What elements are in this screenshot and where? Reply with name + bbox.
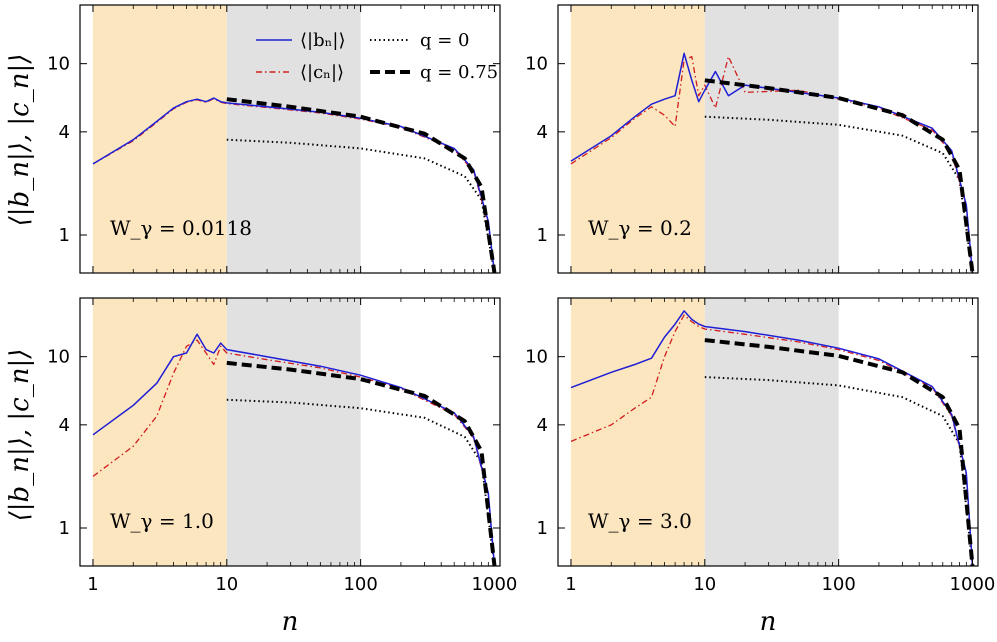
y-tick-label: 10 <box>47 347 70 368</box>
series-group <box>92 333 497 566</box>
panel-frame <box>79 4 501 274</box>
x-tick-label: 10 <box>693 574 716 595</box>
y-tick-label: 1 <box>59 225 70 246</box>
panel-top-left: 1 4 10 W_γ = 0.0118 <box>47 4 501 274</box>
panel-annotation: W_γ = 1.0 <box>110 509 214 533</box>
xlabel-left: n <box>282 607 299 637</box>
series-q0-line <box>704 115 974 273</box>
x-tick-label: 1000 <box>472 574 518 595</box>
legend-q075-label: q = 0.75 <box>420 62 498 83</box>
shaded-region-gray <box>704 5 839 273</box>
y-tick-label: 4 <box>537 415 548 436</box>
series-q075-line <box>226 360 497 566</box>
shaded-region-orange <box>92 298 227 566</box>
series-q075-line <box>226 97 497 273</box>
panel-annotation: W_γ = 3.0 <box>588 509 692 533</box>
y-tick-label: 10 <box>525 54 548 75</box>
series-c-line <box>570 55 974 273</box>
x-tick-label: 100 <box>821 574 855 595</box>
xlabel-right: n <box>760 607 777 637</box>
shaded-region-orange <box>570 298 705 566</box>
panel-frame <box>79 297 501 567</box>
series-q0-line <box>226 138 496 273</box>
series-group <box>570 310 975 566</box>
panel-top-right: 1 4 10 W_γ = 0.2 <box>525 4 979 274</box>
panel-bottom-left: 1 10 100 1000 1 4 10 W_γ = 1.0 <box>47 297 518 595</box>
panel-frame <box>557 297 979 567</box>
y-tick-label: 1 <box>537 225 548 246</box>
y-tick-label: 1 <box>59 518 70 539</box>
panel-annotation: W_γ = 0.0118 <box>110 216 252 240</box>
series-b-line <box>92 97 496 273</box>
legend: ⟨|bₙ|⟩ ⟨|cₙ|⟩ q = 0 q = 0.75 <box>256 30 498 83</box>
legend-q0-label: q = 0 <box>420 30 470 51</box>
panel-frame <box>557 4 979 274</box>
legend-b-label: ⟨|bₙ|⟩ <box>300 30 345 51</box>
series-b-line <box>92 333 496 566</box>
x-tick-label: 10 <box>215 574 238 595</box>
y-tick-label: 10 <box>525 347 548 368</box>
x-tick-label: 100 <box>343 574 377 595</box>
series-q0-line <box>226 398 496 566</box>
shaded-region-gray <box>226 298 361 566</box>
x-tick-label: 1 <box>87 574 98 595</box>
series-group <box>92 97 497 273</box>
panel-annotation: W_γ = 0.2 <box>588 216 692 240</box>
panel-bottom-right: 1 10 100 1000 1 4 10 W_γ = 3.0 <box>525 297 996 595</box>
shaded-region-gray <box>226 5 361 273</box>
legend-c-label: ⟨|cₙ|⟩ <box>300 62 344 83</box>
x-tick-label: 1 <box>565 574 576 595</box>
y-tick-label: 4 <box>537 122 548 143</box>
ylabel-bottom: ⟨|b_n|⟩, |c_n|⟩ <box>5 349 35 522</box>
shaded-region-orange <box>570 5 705 273</box>
series-q075-line <box>704 78 975 273</box>
y-tick-label: 4 <box>59 415 70 436</box>
series-group <box>570 52 975 273</box>
series-b-line <box>570 310 974 566</box>
series-q075-line <box>704 338 975 566</box>
y-tick-label: 10 <box>47 54 70 75</box>
ylabel-top: ⟨|b_n|⟩, |c_n|⟩ <box>5 54 35 227</box>
y-tick-label: 4 <box>59 122 70 143</box>
y-tick-label: 1 <box>537 518 548 539</box>
shaded-region-orange <box>92 5 227 273</box>
x-tick-label: 1000 <box>950 574 996 595</box>
